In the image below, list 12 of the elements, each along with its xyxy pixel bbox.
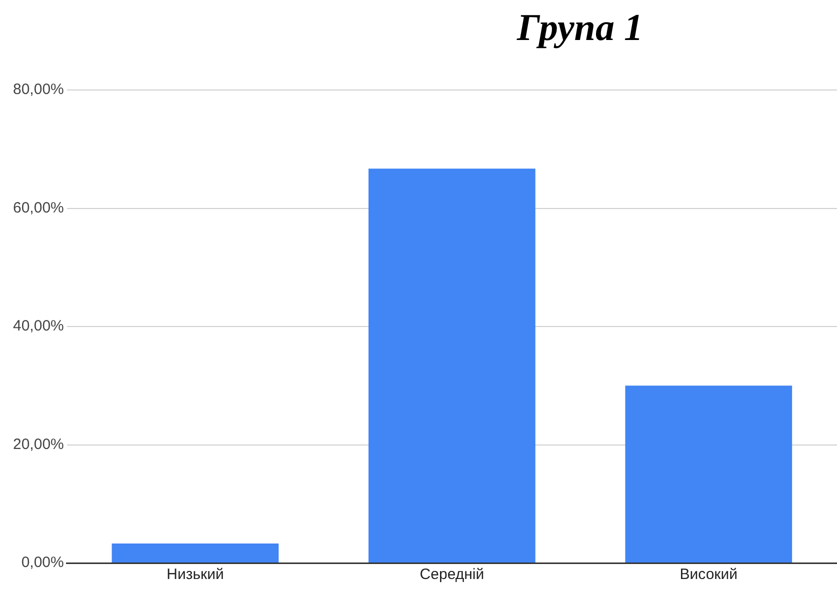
bar	[112, 543, 279, 562]
y-tick-label: 0,00%	[21, 554, 64, 572]
chart-title: Група 1	[516, 6, 644, 50]
x-tick-label: Низький	[166, 566, 224, 584]
bar	[625, 386, 792, 562]
y-tick-label: 60,00%	[13, 199, 64, 216]
y-tick-label: 80,00%	[13, 81, 64, 98]
x-tick-label: Середній	[420, 566, 484, 584]
x-tick-label: Високий	[680, 566, 738, 584]
bar	[368, 168, 536, 562]
y-tick-label: 40,00%	[13, 318, 64, 335]
y-tick-label: 20,00%	[13, 436, 64, 453]
